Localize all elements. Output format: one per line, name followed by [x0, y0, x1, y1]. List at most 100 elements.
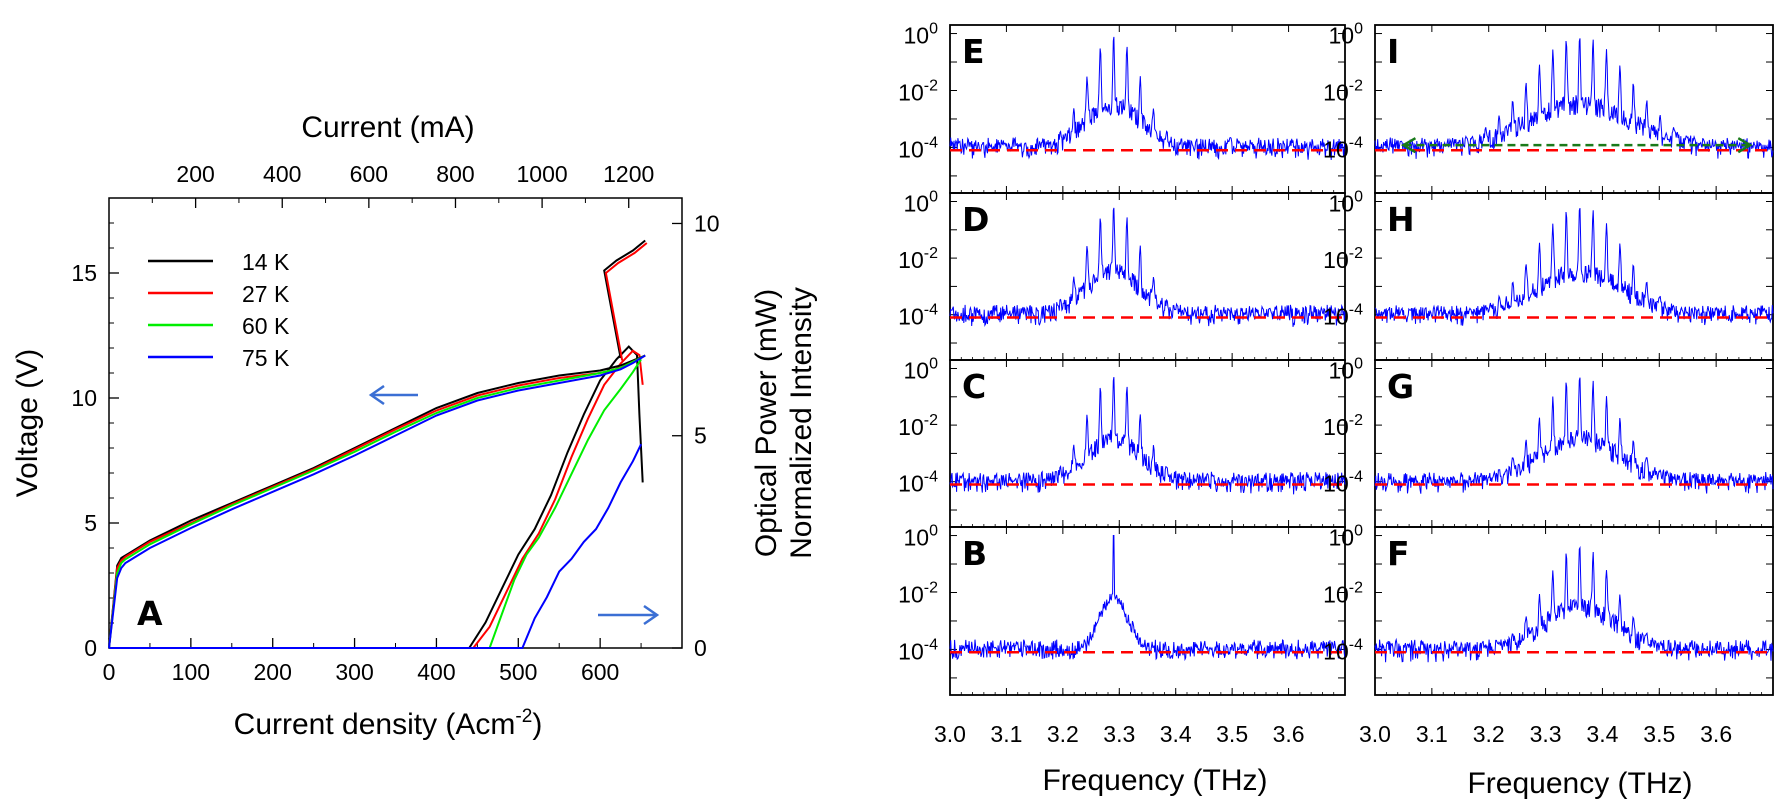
spectrum-x-tick-label: 3.3 — [1103, 721, 1135, 747]
panel-a-x-tick-label: 0 — [103, 659, 116, 685]
voltage-line-60K — [108, 354, 646, 649]
spectrum-x-tick-label: 3.2 — [1047, 721, 1079, 747]
panel-a-x-tick-label: 500 — [499, 659, 537, 685]
spectrum-frame — [949, 24, 1346, 194]
spectrum-y-tick-label: 100 — [1329, 188, 1364, 216]
legend-entry: 75 K — [242, 345, 290, 371]
spectrum-trace — [949, 207, 1346, 328]
bandwidth-arrow-head — [1737, 137, 1753, 154]
spectrum-trace — [949, 377, 1346, 495]
spectrum-y-tick-label: 10-4 — [1323, 302, 1363, 330]
panel-a-y-tick-label: 0 — [84, 635, 97, 661]
spectrum-x-tick-label: 3.6 — [1700, 721, 1732, 747]
panel-a-top-tick-label: 200 — [176, 161, 214, 187]
spectrum-x-tick-label: 3.3 — [1530, 721, 1562, 747]
spectrum-y-tick-label: 10-4 — [898, 134, 938, 162]
spectrum-panel-letter: C — [962, 367, 986, 406]
panel-a-x-tick-label: 400 — [417, 659, 455, 685]
panel-a-x-tick-label: 200 — [254, 659, 292, 685]
spectrum-panel-D: 100 10-2 10-4 D — [898, 188, 1346, 361]
spectrum-panel-letter: E — [962, 32, 985, 71]
spectrum-panel-letter: D — [962, 200, 989, 239]
legend-entry: 27 K — [242, 281, 290, 307]
spectrum-frame — [949, 192, 1346, 361]
panel-a-top-tick-label: 400 — [263, 161, 301, 187]
spectrum-panel-letter: G — [1387, 367, 1414, 406]
spectrum-x-tick-label: 3.2 — [1473, 721, 1505, 747]
spectrum-y-tick-label: 100 — [1329, 21, 1364, 49]
voltage-jump-27K — [604, 242, 648, 361]
spectrum-y-tick-label: 10-2 — [1323, 412, 1363, 440]
spectrum-x-tick-label: 3.1 — [1416, 721, 1448, 747]
legend-entry: 60 K — [242, 313, 290, 339]
spectrum-panel-letter: I — [1387, 32, 1399, 71]
panel-a-top-axis-label: Current (mA) — [301, 111, 474, 144]
spectrum-trace — [1374, 377, 1774, 494]
spectrum-frame — [949, 359, 1346, 528]
spectrum-panel-letter: H — [1387, 200, 1415, 239]
voltage-jump-14K — [603, 239, 646, 359]
spectrum-x-tick-label: 3.4 — [1586, 721, 1618, 747]
spectrum-panel-G: 100 10-2 10-4 G — [1323, 355, 1774, 528]
right-arrow-icon — [598, 604, 660, 626]
spectrum-frame — [949, 526, 1346, 696]
panel-a-x-tick-label: 600 — [581, 659, 619, 685]
spectrum-trace — [1374, 545, 1774, 663]
panel-a-plot-area — [108, 197, 683, 649]
spectrum-y-tick-label: 10-2 — [1323, 245, 1363, 273]
panel-a-top-tick-label: 600 — [350, 161, 388, 187]
spectrum-panel-I: 100 10-2 10-4 I — [1323, 21, 1774, 194]
spectrum-x-tick-label: 3.5 — [1216, 721, 1248, 747]
spectrum-panel-H: 100 10-2 10-4 H — [1323, 188, 1774, 361]
spectrum-y-tick-label: 100 — [904, 188, 939, 216]
spectrum-panel-letter: F — [1387, 534, 1410, 573]
spectrum-trace — [949, 36, 1346, 161]
spectrum-panel-C: 100 10-2 10-4 C — [898, 355, 1346, 528]
spectrum-y-tick-label: 100 — [904, 523, 939, 551]
spectrum-y-tick-label: 100 — [904, 21, 939, 49]
spectrum-y-tick-label: 100 — [1329, 355, 1364, 383]
spectrum-panel-letter: B — [962, 534, 987, 573]
panel-a-y-axis-label: Voltage (V) — [11, 349, 44, 497]
panel-a-letter: A — [137, 594, 163, 633]
spectrum-x-tick-label: 3.5 — [1643, 721, 1675, 747]
panel-a-x-tick-label: 300 — [335, 659, 373, 685]
panel-a-y-tick-label: 15 — [71, 260, 97, 286]
spectrum-trace — [949, 535, 1346, 662]
panel-a-y-tick-label: 10 — [71, 385, 97, 411]
spectrum-y-tick-label: 10-4 — [898, 469, 938, 497]
spectrum-trace — [1374, 38, 1774, 159]
spectrum-frame — [1374, 359, 1774, 528]
spectra-y-axis-label: Normalized Intensity — [785, 287, 818, 559]
spectrum-x-tick-label: 3.4 — [1160, 721, 1192, 747]
panel-a-y2-tick-label: 10 — [694, 210, 720, 236]
spectrum-y-tick-label: 10-4 — [1323, 636, 1363, 664]
power-line-27K — [109, 349, 644, 649]
spectrum-y-tick-label: 10-4 — [898, 302, 938, 330]
spectra-right-x-axis-label: Frequency (THz) — [1467, 767, 1692, 800]
spectrum-y-tick-label: 10-2 — [898, 412, 938, 440]
panel-a-legend: 14 K 27 K 60 K 75 K — [148, 249, 290, 371]
spectrum-y-tick-label: 10-2 — [898, 245, 938, 273]
spectrum-trace — [1374, 207, 1774, 326]
spectrum-panel-B: 100 10-2 10-4 B — [898, 523, 1346, 696]
panel-a-x-axis-label: Current density (Acm-2) — [234, 706, 543, 741]
spectrum-y-tick-label: 10-2 — [1323, 77, 1363, 105]
spectrum-y-tick-label: 10-2 — [898, 579, 938, 607]
voltage-line-75K — [108, 354, 646, 649]
spectra-left-x-axis-label: Frequency (THz) — [1042, 764, 1267, 797]
panel-a-x-tick-label: 100 — [172, 659, 210, 685]
panel-a-y2-tick-label: 0 — [694, 635, 707, 661]
bandwidth-arrow-head — [1400, 137, 1417, 154]
spectrum-y-tick-label: 100 — [1329, 523, 1364, 551]
spectrum-x-tick-label: 3.0 — [1359, 721, 1391, 747]
spectrum-y-tick-label: 10-2 — [898, 77, 938, 105]
legend-entry: 14 K — [242, 249, 290, 275]
panel-a-top-tick-label: 800 — [436, 161, 474, 187]
spectrum-panel-F: 100 10-2 10-4 F — [1323, 523, 1774, 696]
spectrum-panel-E: 100 10-2 10-4 E — [898, 21, 1346, 194]
panel-a-y-tick-label: 5 — [84, 510, 97, 536]
